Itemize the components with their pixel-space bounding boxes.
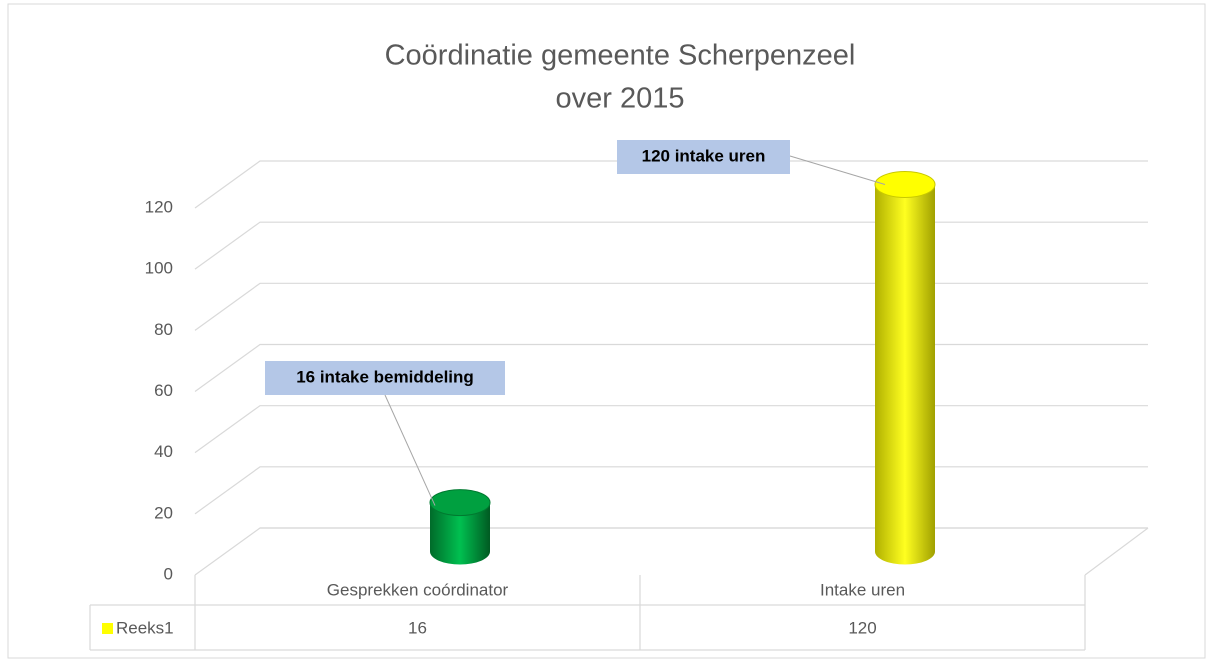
leader-line [384, 394, 436, 506]
y-tick-label: 80 [154, 320, 173, 339]
y-tick-label: 100 [145, 259, 173, 278]
y-tick-label: 40 [154, 442, 173, 461]
grid-line [194, 405, 1148, 454]
grid-line [194, 221, 1148, 270]
bar-body [875, 184, 935, 565]
x-tick-label: Gesprekken coórdinator [327, 580, 509, 599]
bar-top [429, 489, 491, 517]
bar [429, 489, 491, 565]
legend-swatch [102, 623, 113, 634]
y-tick-label: 20 [154, 503, 173, 522]
y-tick-label: 120 [145, 197, 173, 216]
bar-top [874, 171, 936, 198]
data-label-box [617, 140, 790, 174]
grid-line [194, 466, 1148, 515]
y-tick-label: 60 [154, 381, 173, 400]
legend-label: Reeks1 [116, 618, 174, 637]
bar-body [430, 502, 490, 565]
table-value: 120 [848, 618, 876, 637]
floor-edge [1084, 527, 1149, 576]
grid-line [194, 343, 1148, 392]
chart-title: Coördinatie gemeente Scherpenzeel [385, 40, 856, 72]
data-label-box [265, 361, 505, 395]
y-tick-label: 0 [164, 564, 173, 583]
table-value: 16 [408, 618, 427, 637]
chart-title: over 2015 [556, 83, 685, 115]
data-label: 120 intake uren [642, 146, 766, 165]
leader-line [789, 155, 886, 185]
grid-line [194, 527, 1148, 576]
bar [874, 171, 936, 565]
data-label: 16 intake bemiddeling [296, 367, 474, 386]
grid-line [194, 160, 1148, 209]
x-tick-label: Intake uren [820, 580, 905, 599]
grid-line [194, 282, 1148, 331]
chart-frame [7, 3, 1206, 659]
